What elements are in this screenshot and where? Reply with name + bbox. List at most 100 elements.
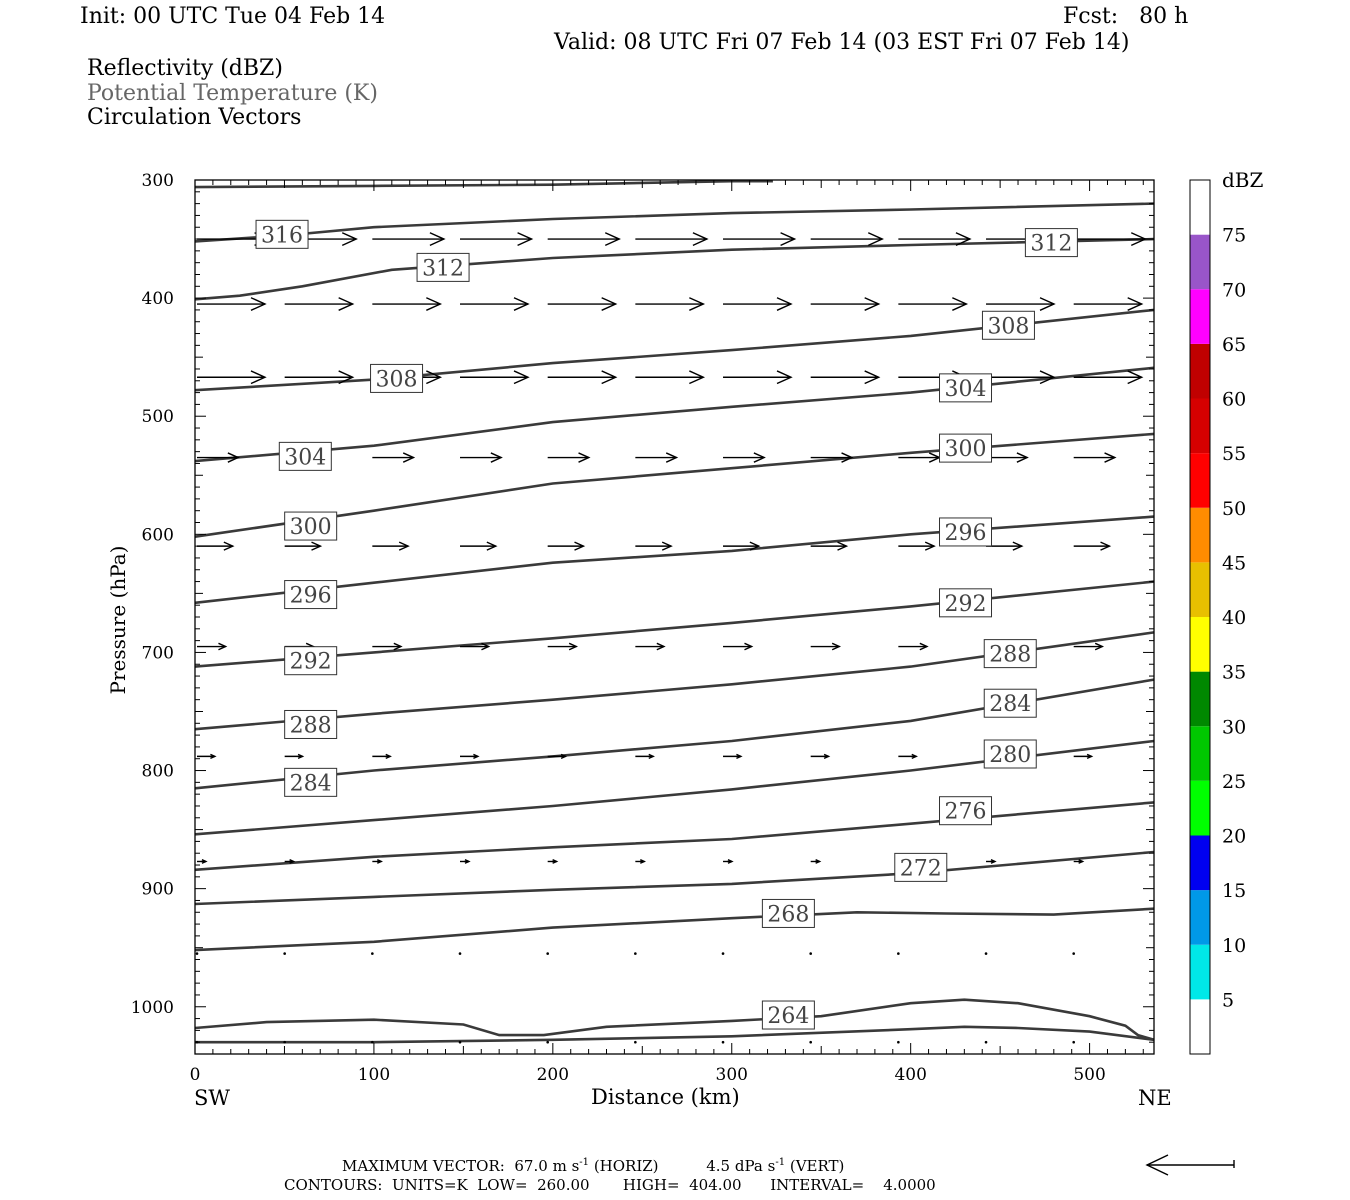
- contour-label: 308: [370, 363, 424, 393]
- horiz-value: 67.0: [514, 1157, 548, 1175]
- contour-label: 264: [761, 1000, 815, 1030]
- circulation-vector: [547, 642, 579, 651]
- circulation-vector: [458, 952, 462, 955]
- colorbar-label: 25: [1222, 771, 1246, 793]
- colorbar-segment: [1190, 234, 1210, 290]
- y-tick-label: 600: [142, 525, 174, 545]
- max-vector-label: MAXIMUM VECTOR:: [342, 1157, 505, 1175]
- circulation-vector: [810, 859, 822, 864]
- y-tick-label: 500: [142, 407, 174, 427]
- circulation-vector: [460, 541, 498, 551]
- contour-label: 316: [255, 219, 309, 249]
- circulation-vector: [460, 370, 530, 385]
- circulation-vector: [723, 297, 793, 311]
- svg-text:292: 292: [945, 592, 987, 617]
- contour-label: 276: [939, 796, 993, 826]
- circulation-vector: [372, 541, 410, 551]
- svg-text:308: 308: [987, 314, 1029, 339]
- svg-text:296: 296: [290, 584, 332, 609]
- contour-line-0: [194, 998, 1155, 1042]
- svg-text:304: 304: [284, 445, 326, 470]
- colorbar-label: 35: [1222, 662, 1246, 684]
- colorbar-label: 5: [1222, 989, 1234, 1011]
- circulation-vector: [458, 1040, 462, 1044]
- x-tick-label: 100: [358, 1065, 390, 1085]
- colorbar-label: 20: [1222, 826, 1246, 848]
- y-tick-label: 400: [142, 289, 174, 309]
- colorbar-segment: [1190, 944, 1210, 1000]
- circulation-vector: [721, 952, 725, 955]
- svg-text:280: 280: [989, 743, 1031, 768]
- circulation-vector: [634, 1040, 637, 1044]
- forecast-hour: Fcst: 80 h: [1063, 4, 1189, 29]
- circulation-vector: [372, 753, 392, 760]
- colorbar-segment: [1190, 507, 1210, 563]
- contour-line-6: [194, 678, 1155, 790]
- colorbar-label: 45: [1222, 552, 1246, 574]
- contour-label: 288: [284, 709, 338, 739]
- colorbar-unit: dBZ: [1222, 168, 1264, 192]
- colorbar-segment: [1190, 617, 1210, 672]
- circulation-vector: [810, 753, 831, 760]
- svg-text:296: 296: [945, 521, 987, 546]
- circulation-vector: [546, 1040, 549, 1044]
- x-tick-label: 400: [894, 1065, 926, 1085]
- circulation-vector: [197, 642, 228, 651]
- circulation-vector: [460, 642, 491, 651]
- circulation-vector: [897, 1040, 900, 1044]
- colorbar-segment: [1190, 726, 1210, 781]
- colorbar-label: 55: [1222, 443, 1246, 465]
- circulation-vector: [898, 232, 972, 246]
- max-vector-arrow: [1145, 1154, 1235, 1176]
- contour-label: 312: [1024, 228, 1078, 258]
- colorbar-segment: [1190, 453, 1210, 508]
- colorbar-segment: [1190, 180, 1210, 235]
- colorbar-label: 60: [1222, 389, 1246, 411]
- x-tick-label: 0: [190, 1065, 201, 1085]
- contour-labels: 316 312 312 308 308 304 304 300 300 296 296 292 292 2…: [255, 219, 1078, 1030]
- circulation-vector: [371, 952, 374, 955]
- circulation-vector: [1073, 642, 1105, 651]
- circulation-vector: [635, 642, 666, 651]
- colorbar-segment: [1190, 562, 1210, 617]
- vert-exponent: -1: [775, 1157, 786, 1168]
- circulation-vector: [284, 297, 355, 311]
- circulation-vector: [723, 859, 734, 864]
- colorbar-segment: [1190, 835, 1210, 891]
- contour-line-3: [194, 850, 1155, 906]
- circulation-vector: [810, 642, 842, 651]
- svg-text:276: 276: [945, 800, 987, 825]
- contour-line-14: [194, 202, 1155, 243]
- circulation-vector: [1073, 370, 1144, 385]
- y-axis-label: Pressure (hPa): [106, 545, 130, 695]
- circulation-vector: [546, 952, 549, 955]
- svg-text:284: 284: [989, 692, 1031, 717]
- circulation-vector: [284, 370, 355, 385]
- circulation-vector: [986, 297, 1056, 311]
- circulation-vector: [723, 370, 793, 385]
- circulation-vector: [984, 952, 988, 955]
- y-tick-label: 700: [142, 643, 174, 663]
- horiz-exponent: -1: [579, 1157, 590, 1168]
- circulation-vector: [1072, 1040, 1075, 1044]
- circulation-vector: [721, 1040, 725, 1044]
- circulation-vector: [547, 452, 591, 463]
- reflectivity-colorbar: 5 10 15 20 25 30 35 40 45 50 55 60 65 70 75: [1189, 179, 1246, 1055]
- svg-text:316: 316: [261, 223, 303, 248]
- circulation-vector: [723, 452, 766, 463]
- colorbar-segment: [1190, 890, 1210, 945]
- contour-label: 304: [278, 441, 332, 471]
- contour-line-1: [195, 1025, 1155, 1044]
- contour-line-13: [194, 237, 1155, 301]
- circulation-vector: [723, 541, 761, 551]
- circulation-vector: [283, 1040, 286, 1044]
- field-reflectivity: Reflectivity (dBZ): [87, 56, 283, 81]
- circulation-vector: [723, 232, 797, 246]
- contour-label: 284: [983, 688, 1037, 718]
- circulation-vector: [372, 452, 416, 463]
- circulation-vector: [284, 859, 296, 864]
- circulation-vector: [986, 370, 1056, 385]
- colorbar-segment: [1190, 671, 1210, 727]
- colorbar-label: 50: [1222, 498, 1246, 520]
- contour-label: 268: [761, 898, 815, 928]
